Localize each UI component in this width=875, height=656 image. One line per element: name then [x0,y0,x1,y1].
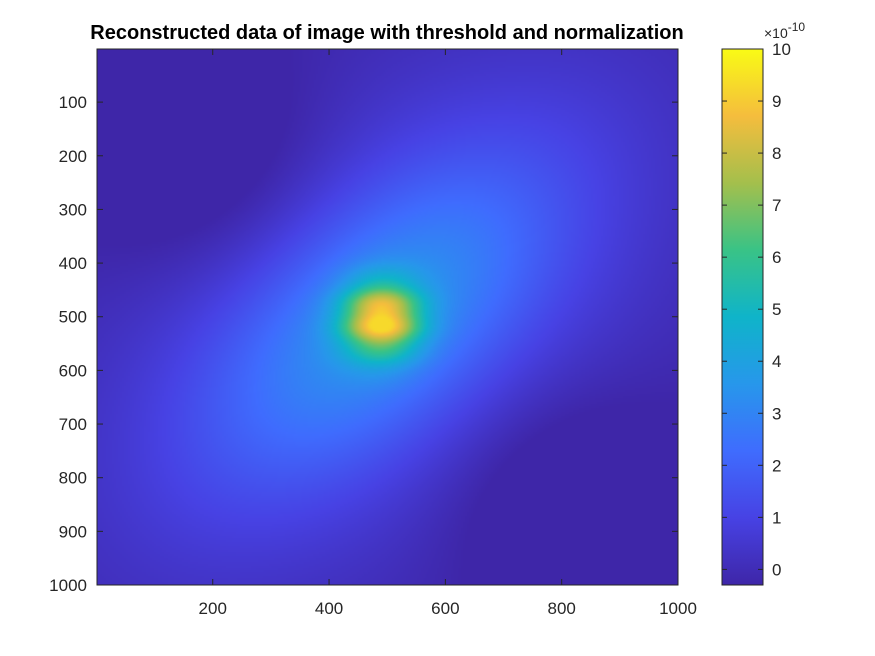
colorbar-tick-label: 8 [772,144,781,163]
heatmap-image [97,49,678,585]
y-axis: 100 200 300 400 500 600 700 800 900 1000 [49,93,678,595]
y-tick-label: 800 [59,469,87,488]
y-tick-label: 400 [59,254,87,273]
colorbar-exponent-base: ×10 [764,25,788,41]
y-tick-label: 1000 [49,576,87,595]
x-tick-label: 800 [547,599,575,618]
x-tick-label: 1000 [659,599,697,618]
y-tick-label: 600 [59,361,87,380]
colorbar-exponent: ×10-10 [764,20,805,41]
colorbar: 0 1 2 3 4 5 6 7 8 9 10 ×10-10 [721,20,805,586]
x-tick-label: 200 [199,599,227,618]
colorbar-tick-label: 4 [772,352,781,371]
colorbar-ticks: 0 1 2 3 4 5 6 7 8 9 10 [722,40,791,579]
x-tick-label: 400 [315,599,343,618]
colorbar-tick-label: 6 [772,248,781,267]
colorbar-tick-label: 10 [772,40,791,59]
chart-title: Reconstructed data of image with thresho… [90,22,683,44]
colorbar-tick-label: 1 [772,508,781,527]
x-tick-label: 600 [431,599,459,618]
y-tick-label: 300 [59,200,87,219]
colorbar-tick-label: 3 [772,404,781,423]
y-tick-label: 100 [59,93,87,112]
y-tick-label: 700 [59,415,87,434]
colorbar-tick-label: 0 [772,560,781,579]
colorbar-exponent-power: -10 [788,20,806,34]
colorbar-tick-label: 5 [772,300,781,319]
heatmap-area [96,48,679,586]
x-axis: 200 400 600 800 1000 [199,49,697,618]
colorbar-tick-label: 7 [772,196,781,215]
y-tick-label: 200 [59,147,87,166]
colorbar-tick-label: 9 [772,92,781,111]
colorbar-gradient [721,48,764,586]
y-tick-label: 500 [59,308,87,327]
y-tick-label: 900 [59,522,87,541]
colorbar-tick-label: 2 [772,456,781,475]
